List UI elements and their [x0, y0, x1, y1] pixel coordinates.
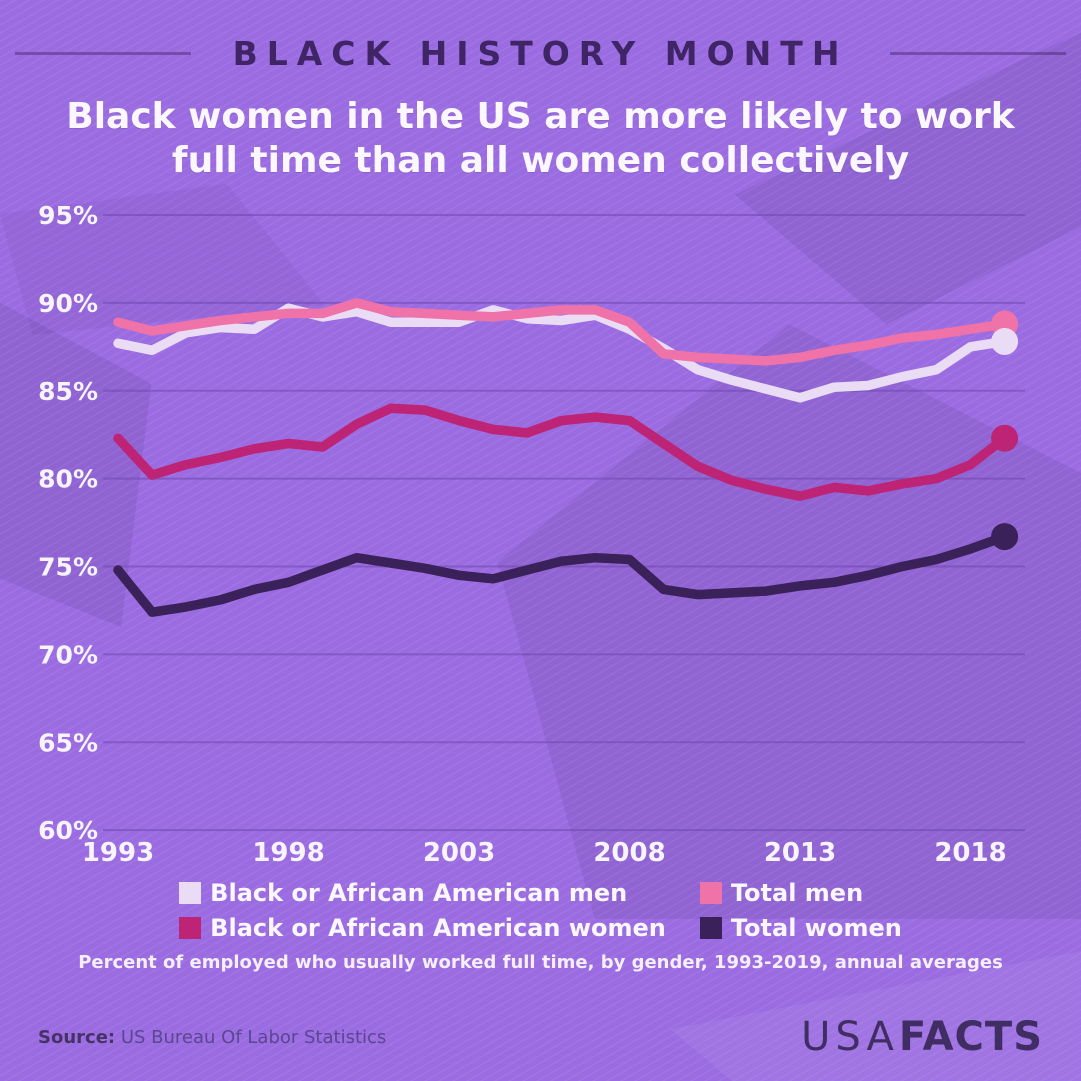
chart-svg: 95% 90% 85% 80% 75% 70% 65% 60%1993 1998 2003 2008…	[38, 201, 1025, 868]
legend-item: Total women	[699, 913, 902, 942]
x-tick-label: 1998	[252, 838, 324, 868]
x-tick-label: 2013	[764, 838, 836, 868]
header-rule-right	[890, 52, 1067, 55]
y-tick-label: 80%	[38, 464, 98, 493]
x-tick-label: 1993	[82, 838, 154, 868]
chart-caption: Percent of employed who usually worked f…	[78, 951, 1003, 973]
logo-text-usa: USA	[801, 1014, 899, 1060]
gridlines	[103, 213, 1025, 831]
footer: Source: US Bureau Of Labor Statistics US…	[0, 1017, 1081, 1057]
source-note: Source: US Bureau Of Labor Statistics	[38, 1027, 386, 1048]
header-rule-left	[15, 52, 191, 55]
legend-label: Total men	[730, 878, 864, 907]
legend-swatch	[179, 916, 202, 939]
y-tick-label: 70%	[38, 640, 98, 669]
legend-label: Black or African American women	[210, 913, 666, 942]
legend-item: Black or African American women	[179, 914, 666, 942]
legend-swatch	[699, 881, 722, 904]
legend-swatch	[179, 881, 202, 904]
source-text: US Bureau Of Labor Statistics	[120, 1026, 387, 1048]
legend: Black or African American men Total men Bl…	[179, 879, 902, 942]
y-tick-label: 60%	[38, 816, 98, 845]
y-axis-labels: 95% 90% 85% 80% 75% 70% 65% 60%	[38, 201, 98, 845]
line-chart: 95% 90% 85% 80% 75% 70% 65% 60% 1993 1998 2003 2008…	[0, 185, 1081, 875]
series-line	[113, 303, 1010, 403]
y-tick-label: 65%	[38, 728, 98, 757]
y-tick-label: 95%	[38, 201, 98, 230]
legend-label: Black or African American men	[210, 878, 628, 907]
y-tick-label: 85%	[38, 377, 98, 406]
y-tick-label: 75%	[38, 552, 98, 581]
x-tick-label: 2003	[423, 838, 495, 868]
usafacts-logo: USAFACTS	[801, 1017, 1043, 1057]
series-line	[113, 531, 1010, 617]
legend-item: Black or African American men	[179, 879, 666, 907]
logo-text-facts: FACTS	[898, 1014, 1043, 1060]
legend-item: Total men	[699, 878, 902, 907]
x-axis-labels: 1993 1998 2003 2008 2013 2018	[82, 838, 1007, 868]
source-label: Source:	[38, 1026, 116, 1048]
legend-swatch	[699, 916, 722, 939]
series-line	[113, 297, 1010, 366]
y-tick-label: 90%	[38, 289, 98, 318]
series-line	[113, 403, 1010, 501]
header: BLACK HISTORY MONTH	[15, 34, 1067, 73]
series-endpoint-dot	[991, 424, 1019, 452]
series-endpoint-dot	[991, 522, 1019, 550]
x-tick-label: 2008	[593, 838, 665, 868]
legend-label: Total women	[730, 913, 902, 942]
x-tick-label: 2018	[934, 838, 1006, 868]
page-title: Black women in the US are more likely to…	[66, 96, 1015, 181]
series-endpoint-dot	[991, 327, 1019, 355]
kicker-title: BLACK HISTORY MONTH	[232, 34, 849, 73]
